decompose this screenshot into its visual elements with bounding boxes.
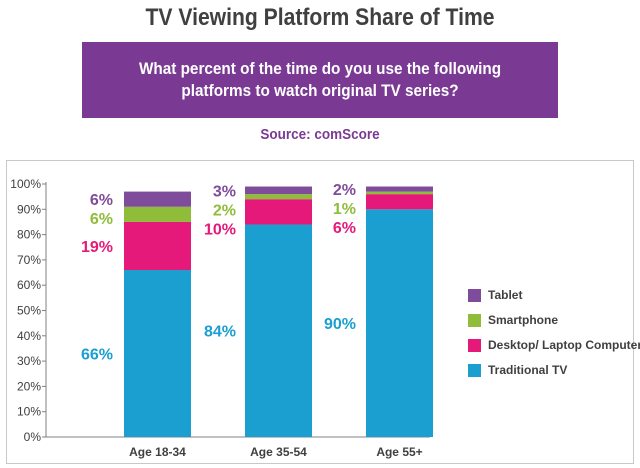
chart-frame [6,160,634,464]
data-label: 66% [81,347,113,364]
question-text: What percent of the time do you use the … [138,59,502,100]
y-tick-label: 20% [17,379,41,393]
data-label: 1% [333,201,356,218]
y-tick-label: 70% [17,253,41,267]
legend-item: Traditional TV [468,361,638,379]
y-tick-label: 80% [17,228,41,242]
legend-item: Desktop/ Laptop Computer [468,336,640,354]
legend-item: Tablet [468,286,638,304]
y-tick-label: 10% [17,405,41,419]
bar-segment [124,191,191,207]
data-label: 6% [90,211,113,228]
x-category-label: Age 35-54 [250,445,307,459]
bar-segment [124,221,191,271]
data-label: 10% [204,221,236,238]
data-label: 2% [213,202,236,219]
bar-segment [366,191,433,195]
bar-segment [366,186,433,192]
data-label: 2% [333,182,356,199]
data-label: 90% [324,316,356,333]
legend-swatch [468,363,481,377]
legend-item: Smartphone [468,311,638,329]
bar-segment [245,199,312,225]
data-label: 6% [90,192,113,209]
y-tick-label: 100% [10,177,41,191]
legend-label: Smartphone [488,313,559,327]
legend-label: Desktop/ Laptop Computer [488,338,640,352]
y-tick-label: 30% [17,354,41,368]
y-tick-label: 60% [17,278,41,292]
bar-segment [124,206,191,222]
y-tick-label: 50% [17,304,41,318]
legend-swatch [468,288,481,302]
y-tick-label: 90% [17,202,41,216]
legend-swatch [468,313,481,327]
x-category-label: Age 18-34 [129,445,186,459]
chart-title: TV Viewing Platform Share of Time [145,4,495,31]
bar-segment [245,224,312,437]
bar-segment [245,194,312,200]
source-note: Source: comScore [260,126,380,143]
y-tick-label: 0% [24,430,42,444]
bar-segment [366,209,433,437]
legend-label: Traditional TV [488,363,568,377]
x-category-label: Age 55+ [376,445,422,459]
bar-segment [124,270,191,437]
legend-swatch [468,338,481,352]
chart-legend: Tablet Smartphone Desktop/ Laptop Computer… [468,286,640,386]
bar-segment [366,194,433,210]
bar-segment [245,186,312,195]
legend-label: Tablet [488,288,523,302]
data-label: 84% [204,324,236,341]
data-label: 19% [81,239,113,256]
question-banner: What percent of the time do you use the … [82,42,558,118]
data-label: 6% [333,220,356,237]
y-tick-label: 40% [17,329,41,343]
data-label: 3% [213,183,236,200]
